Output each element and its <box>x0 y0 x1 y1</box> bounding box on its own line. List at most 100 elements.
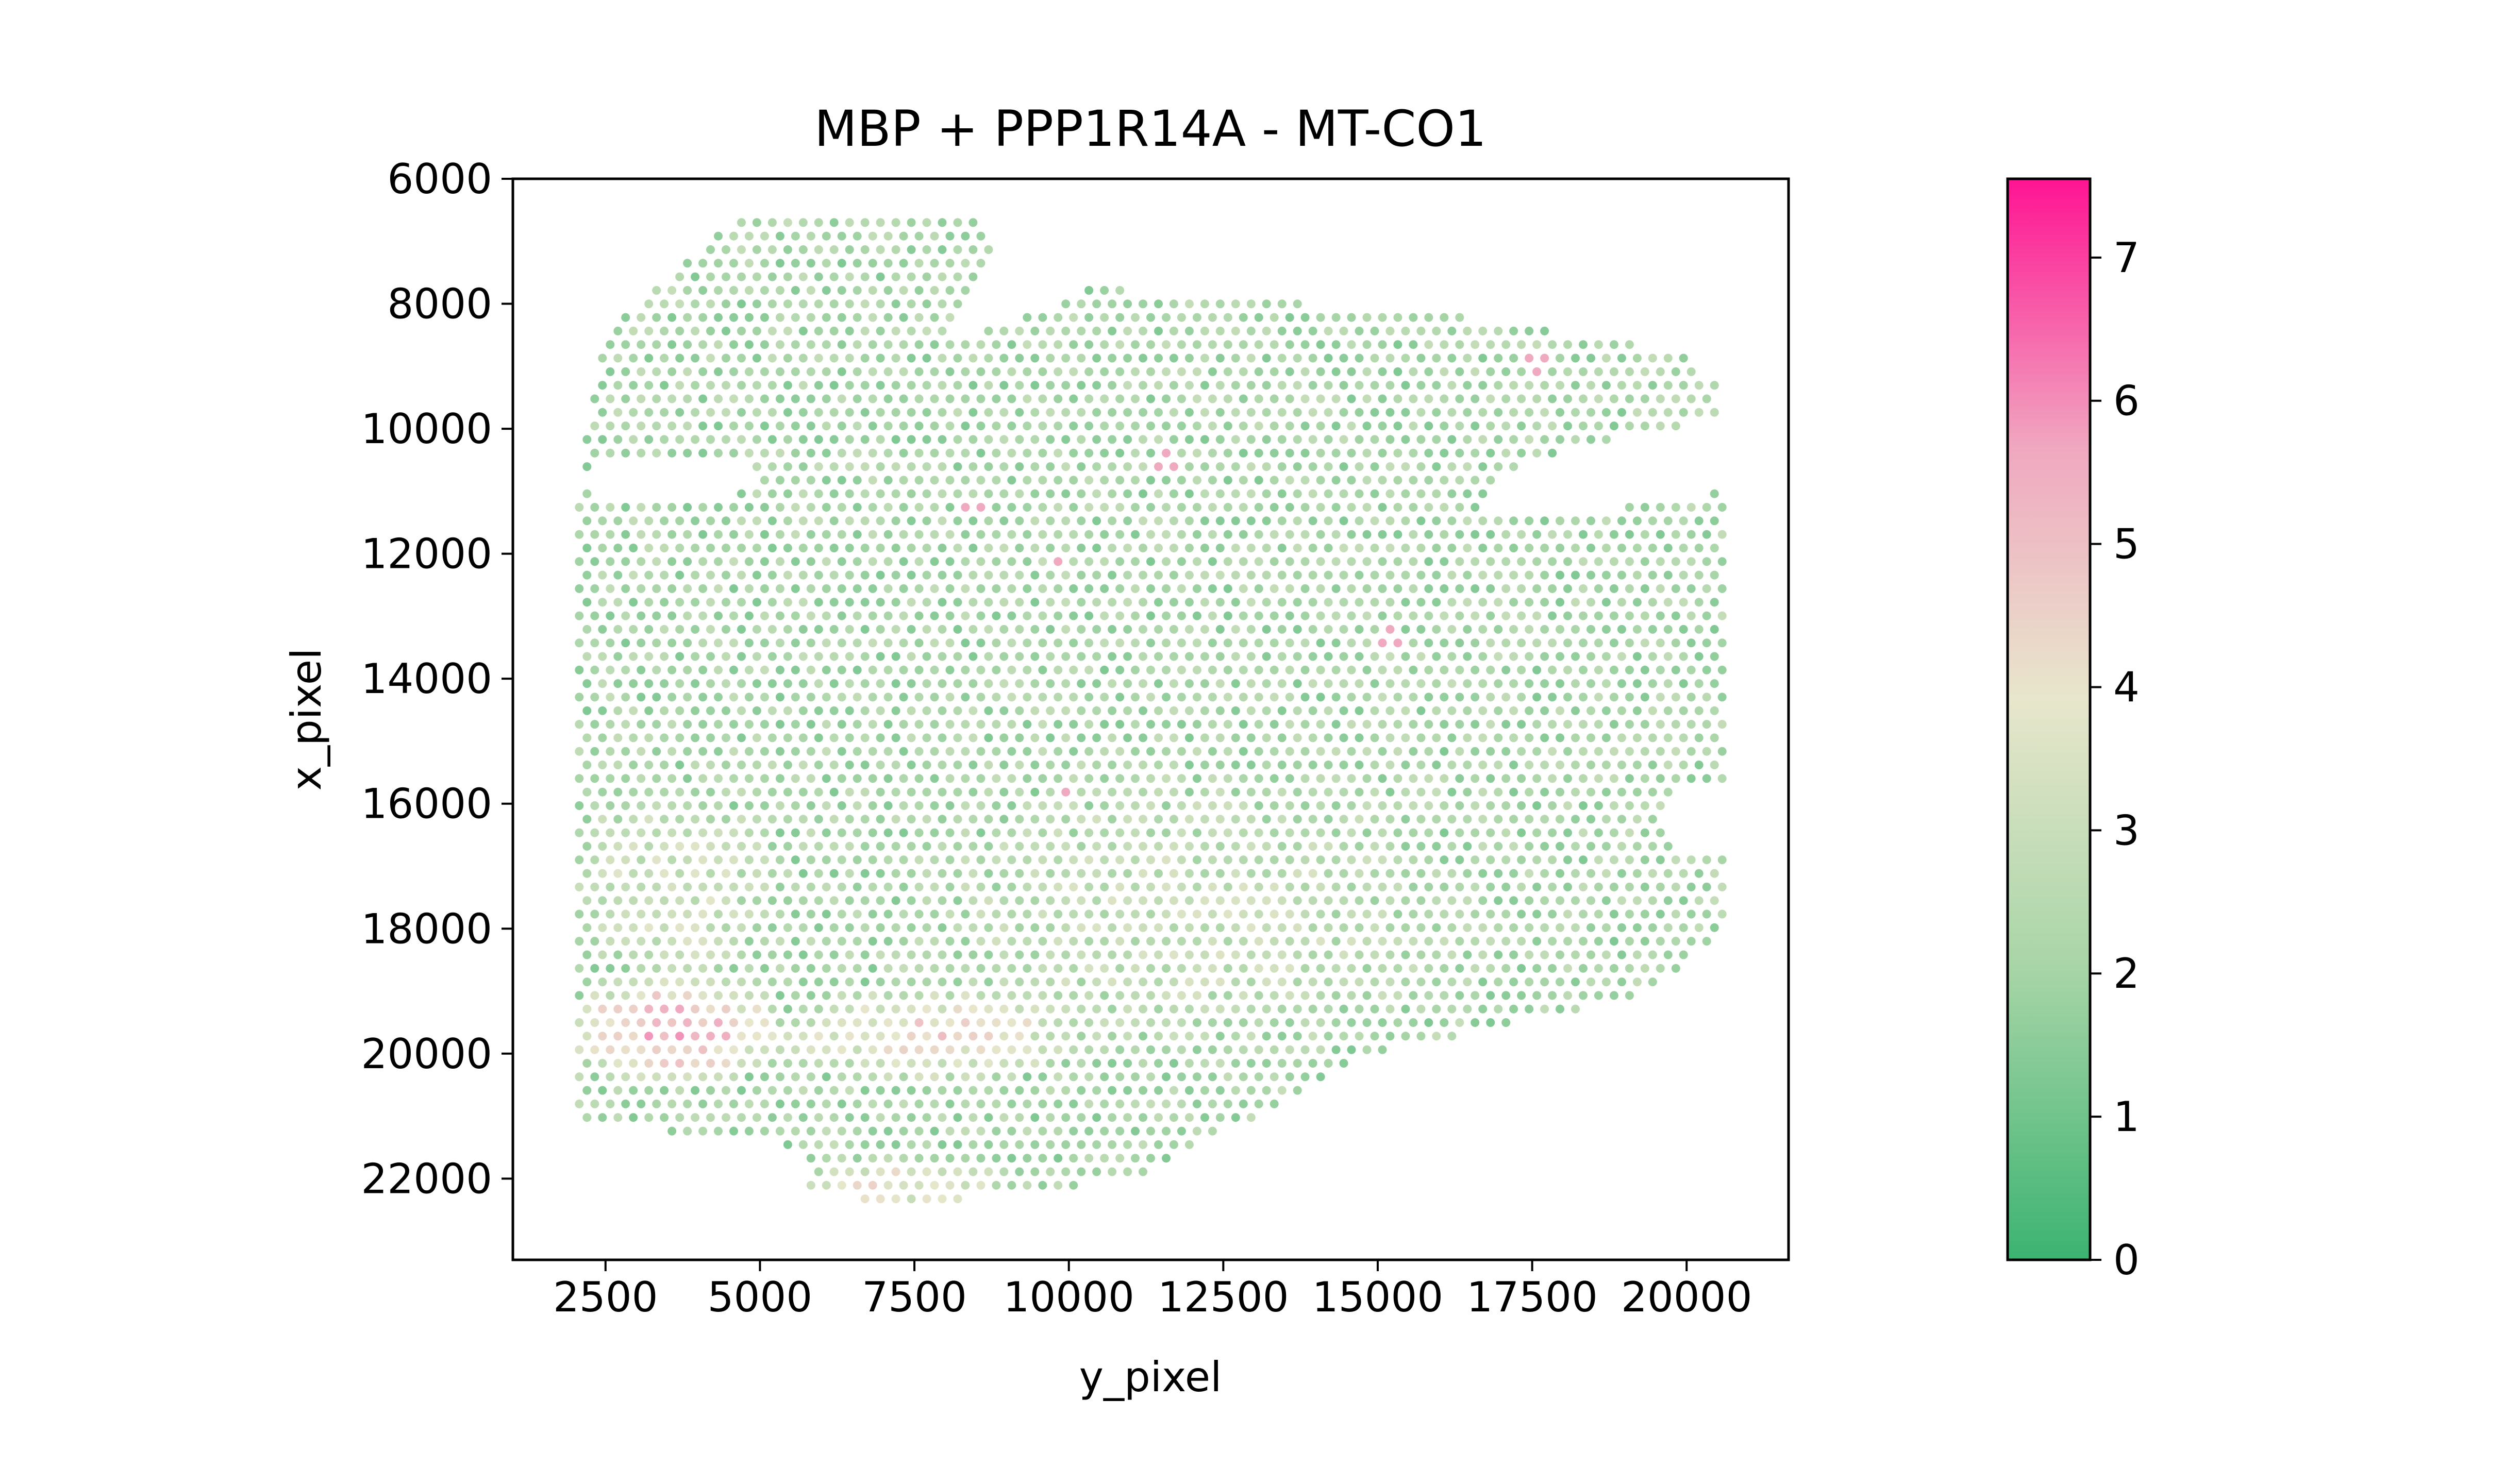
data-point <box>1061 815 1071 824</box>
data-point <box>945 828 955 837</box>
data-point <box>714 503 723 512</box>
data-point <box>791 313 800 322</box>
data-point <box>1030 815 1040 824</box>
data-point <box>1586 787 1595 797</box>
data-point <box>853 665 862 674</box>
data-point <box>1115 1154 1125 1163</box>
data-point <box>644 652 654 661</box>
data-point <box>1663 408 1673 417</box>
data-point <box>1409 964 1418 973</box>
data-point <box>1556 841 1564 851</box>
data-point <box>752 652 761 661</box>
data-point <box>930 313 939 322</box>
data-point <box>698 340 708 349</box>
data-point <box>961 964 970 973</box>
data-point <box>1192 313 1201 322</box>
data-point <box>667 991 677 1000</box>
data-point <box>1656 882 1665 891</box>
data-point <box>814 841 823 851</box>
data-point <box>722 869 730 878</box>
data-point <box>1007 882 1016 891</box>
data-point <box>714 313 723 322</box>
data-point <box>1169 598 1178 607</box>
data-point <box>1061 1032 1071 1041</box>
data-point <box>1571 733 1580 743</box>
data-point <box>652 937 661 946</box>
data-point <box>868 828 877 837</box>
data-point <box>1471 557 1480 566</box>
data-point <box>1440 313 1449 322</box>
data-point <box>1617 706 1626 715</box>
data-point <box>899 421 908 431</box>
data-point <box>1710 381 1719 390</box>
data-point <box>1246 787 1256 797</box>
data-point <box>706 787 715 797</box>
data-point <box>984 706 993 715</box>
data-point <box>968 1032 978 1041</box>
data-point <box>1594 584 1603 593</box>
data-point <box>876 218 885 227</box>
data-point <box>1471 340 1480 349</box>
data-point <box>1231 570 1240 580</box>
data-point <box>1177 367 1186 376</box>
data-point <box>1609 964 1618 973</box>
data-point <box>1401 761 1410 769</box>
data-point <box>644 679 654 688</box>
data-point <box>1030 381 1040 390</box>
data-point <box>891 299 900 309</box>
data-point <box>1694 896 1704 905</box>
data-point <box>1239 828 1248 837</box>
data-point <box>652 1072 661 1082</box>
data-point <box>1463 733 1472 743</box>
data-point <box>691 787 700 797</box>
data-point <box>1215 435 1225 444</box>
data-point <box>868 747 877 756</box>
data-point <box>1023 557 1032 566</box>
data-point <box>1463 977 1472 987</box>
data-point <box>798 381 808 390</box>
data-point <box>621 421 630 431</box>
data-point <box>1401 1032 1410 1041</box>
data-point <box>1416 923 1426 932</box>
data-point <box>1486 855 1495 865</box>
data-point <box>1007 909 1016 919</box>
data-point <box>1471 720 1480 729</box>
data-point <box>1471 909 1480 919</box>
data-point <box>1030 1004 1040 1014</box>
data-point <box>1517 937 1526 946</box>
data-point <box>722 896 730 905</box>
data-point <box>791 421 800 431</box>
data-point <box>1177 665 1186 674</box>
data-point <box>767 815 777 824</box>
data-point <box>1200 299 1209 309</box>
data-point <box>1146 991 1155 1000</box>
data-point <box>1486 937 1495 946</box>
data-point <box>1270 476 1279 485</box>
data-point <box>1316 1072 1325 1082</box>
data-point <box>667 286 677 295</box>
data-point <box>798 408 808 417</box>
data-point <box>1509 733 1518 743</box>
data-point <box>1223 340 1232 349</box>
data-point <box>853 882 862 891</box>
data-point <box>714 638 723 648</box>
data-point <box>822 638 831 648</box>
data-point <box>1494 462 1503 471</box>
data-point <box>660 950 669 959</box>
data-point <box>1339 1004 1348 1014</box>
data-point <box>1246 1113 1256 1122</box>
data-point <box>722 299 730 309</box>
data-point <box>1517 557 1526 566</box>
data-point <box>798 1059 808 1068</box>
data-point <box>845 570 854 580</box>
data-point <box>1679 950 1688 959</box>
data-point <box>1632 787 1642 797</box>
data-point <box>891 706 900 715</box>
data-point <box>1385 841 1395 851</box>
data-point <box>1115 367 1125 376</box>
data-point <box>806 1181 815 1190</box>
data-point <box>1069 855 1078 865</box>
data-point <box>1509 841 1518 851</box>
data-point <box>1108 1113 1117 1122</box>
data-point <box>660 1113 669 1122</box>
